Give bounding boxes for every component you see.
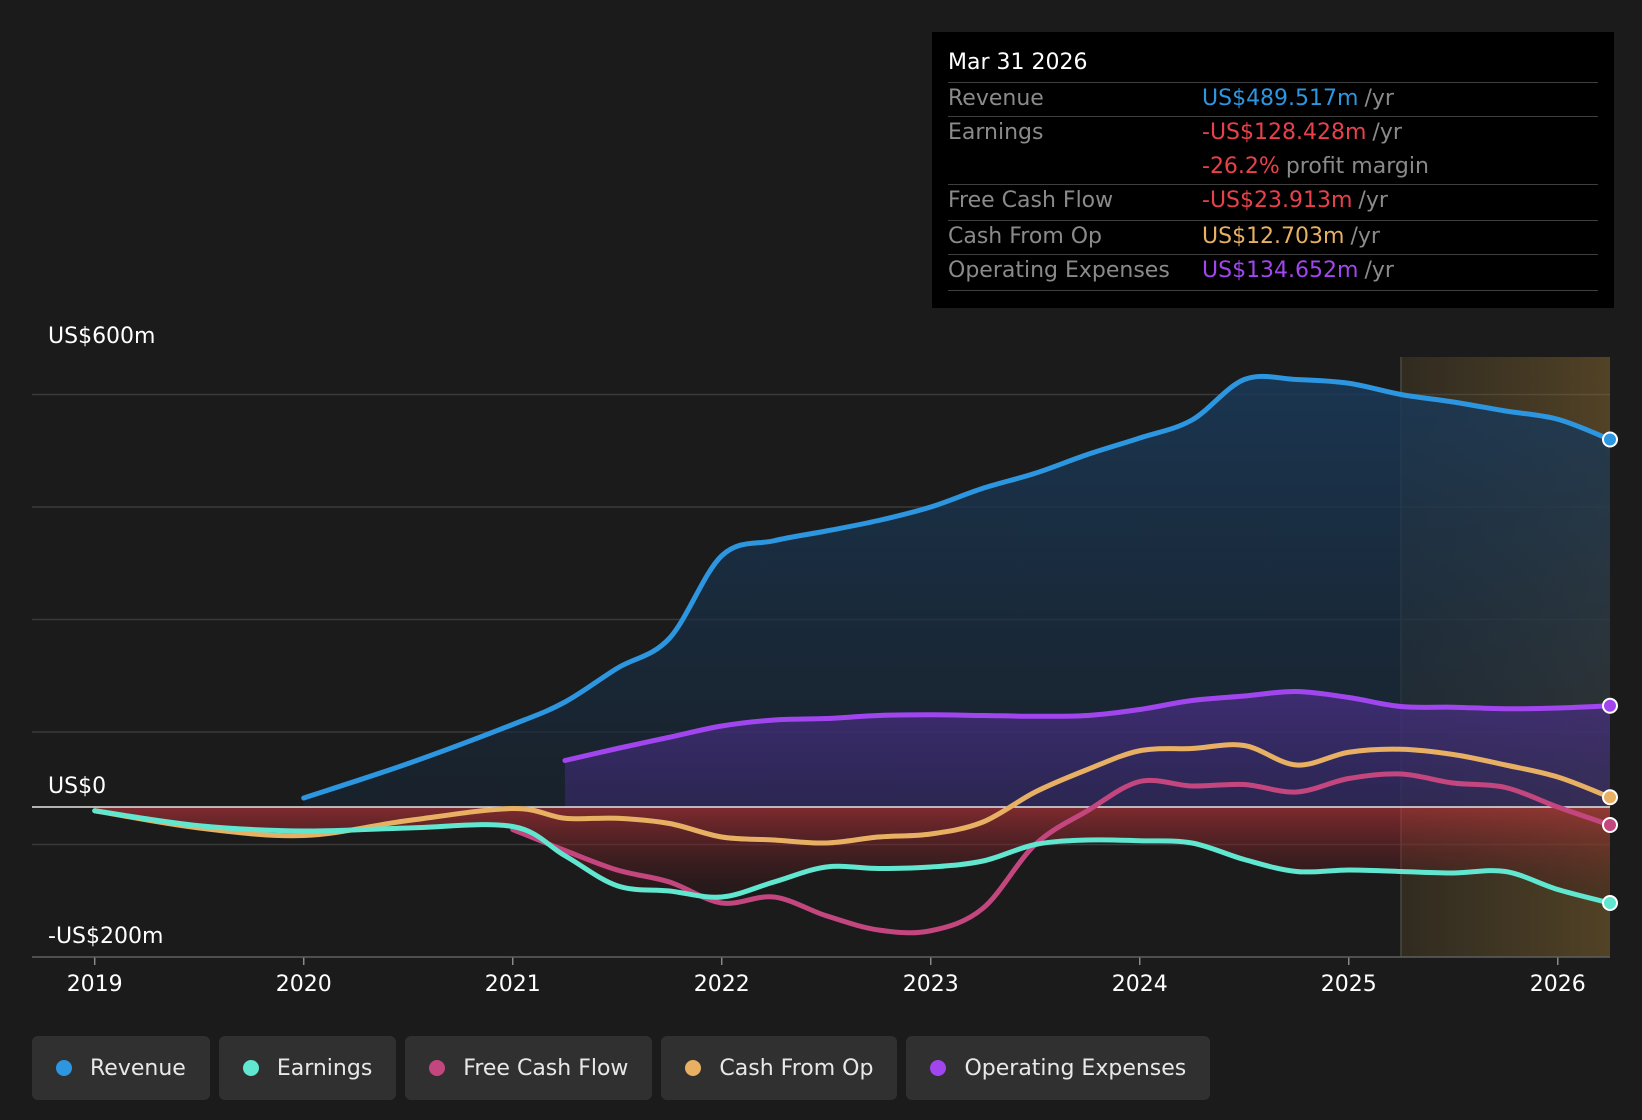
x-tick-label: 2024 <box>1112 972 1168 997</box>
tooltip-amount: -US$23.913m <box>1202 188 1353 213</box>
tooltip-unit: /yr <box>1364 258 1394 283</box>
tooltip-unit: /yr <box>1372 120 1402 145</box>
tooltip-row-operating-expenses: Operating Expenses US$134.652m/yr <box>948 254 1598 288</box>
y-tick-label: -US$200m <box>48 924 163 949</box>
legend-label: Operating Expenses <box>964 1055 1187 1081</box>
free-cash-flow-end-point <box>1602 817 1618 833</box>
tooltip-row-profit-margin: -26.2% profit margin <box>948 150 1598 184</box>
x-tick-label: 2020 <box>276 972 332 997</box>
legend-dot-icon <box>685 1060 702 1076</box>
x-tick-label: 2026 <box>1530 972 1586 997</box>
legend-dot-icon <box>56 1060 72 1076</box>
earnings-end-point <box>1602 895 1618 911</box>
revenue-line <box>301 373 1613 801</box>
x-tick-label: 2019 <box>67 972 123 997</box>
tooltip-value: -US$128.428m/yr <box>1202 116 1402 150</box>
tooltip-amount: US$489.517m <box>1202 86 1359 111</box>
operating-expenses-end-point <box>1602 697 1618 714</box>
tooltip-unit: /yr <box>1358 188 1388 213</box>
cash-from-op-end-point <box>1602 789 1618 806</box>
operating-expenses-line <box>562 688 1613 763</box>
tooltip-amount: -US$128.428m <box>1202 120 1367 145</box>
tooltip-date: Mar 31 2026 <box>948 50 1088 75</box>
tooltip-value: -US$23.913m/yr <box>1202 184 1388 218</box>
tooltip-value: US$12.703m/yr <box>1202 220 1380 254</box>
legend-dot-icon <box>930 1060 947 1076</box>
tooltip-label: Cash From Op <box>948 224 1103 249</box>
tooltip-divider <box>948 220 1598 221</box>
tooltip-unit: /yr <box>1350 224 1380 249</box>
legend-label: Cash From Op <box>719 1055 874 1081</box>
tooltip-amount: US$134.652m <box>1202 258 1359 283</box>
tooltip-label: Revenue <box>948 86 1044 111</box>
financials-chart: US$600m US$0 -US$200m 2019 2020 2021 2022 2023 2… <box>32 324 1618 997</box>
tooltip-amount: -26.2% <box>1202 154 1280 179</box>
earnings-area <box>94 807 1610 903</box>
tooltip-unit: profit margin <box>1285 154 1429 179</box>
tooltip-row-earnings: Earnings -US$128.428m/yr <box>948 116 1598 150</box>
legend-label: Earnings <box>276 1055 373 1081</box>
legend-item-revenue[interactable]: Revenue <box>32 1036 210 1100</box>
tooltip-value: -26.2% profit margin <box>1202 150 1429 184</box>
chart-legend: Revenue Earnings Free Cash Flow Cash Fro… <box>32 1036 1211 1100</box>
tooltip-amount: US$12.703m <box>1202 224 1345 249</box>
tooltip-value: US$134.652m/yr <box>1202 254 1394 288</box>
legend-dot-icon <box>429 1060 446 1076</box>
legend-item-cash-from-op[interactable]: Cash From Op <box>661 1036 898 1100</box>
cash-from-op-line <box>92 742 1613 846</box>
legend-item-free-cash-flow[interactable]: Free Cash Flow <box>405 1036 653 1100</box>
x-tick-label: 2023 <box>903 972 959 997</box>
tooltip-label: Earnings <box>948 120 1044 145</box>
revenue-end-point <box>1602 431 1618 448</box>
tooltip-divider <box>948 82 1598 83</box>
tooltip-row-cash-from-op: Cash From Op US$12.703m/yr <box>948 220 1598 254</box>
legend-item-earnings[interactable]: Earnings <box>218 1036 397 1100</box>
earnings-line <box>92 808 1613 906</box>
x-tick-label: 2022 <box>694 972 750 997</box>
tooltip-panel: Mar 31 2026 Revenue US$489.517m/yr Earni… <box>932 32 1614 308</box>
tooltip-divider <box>948 254 1598 255</box>
tooltip-divider <box>948 184 1598 185</box>
y-tick-label: US$600m <box>48 324 156 349</box>
tooltip-divider <box>948 116 1598 117</box>
legend-label: Revenue <box>90 1055 186 1081</box>
tooltip-divider <box>948 290 1598 291</box>
legend-dot-icon <box>242 1060 259 1076</box>
legend-label: Free Cash Flow <box>463 1055 629 1081</box>
tooltip-row-free-cash-flow: Free Cash Flow -US$23.913m/yr <box>948 184 1598 218</box>
tooltip-unit: /yr <box>1364 86 1394 111</box>
y-tick-label: US$0 <box>48 774 106 799</box>
tooltip-row-revenue: Revenue US$489.517m/yr <box>948 82 1598 116</box>
tooltip-value: US$489.517m/yr <box>1202 82 1394 116</box>
legend-item-operating-expenses[interactable]: Operating Expenses <box>906 1036 1211 1100</box>
x-tick-label: 2021 <box>485 972 541 997</box>
tooltip-label: Free Cash Flow <box>948 188 1114 213</box>
tooltip-label: Operating Expenses <box>948 258 1170 283</box>
x-tick-label: 2025 <box>1321 972 1377 997</box>
